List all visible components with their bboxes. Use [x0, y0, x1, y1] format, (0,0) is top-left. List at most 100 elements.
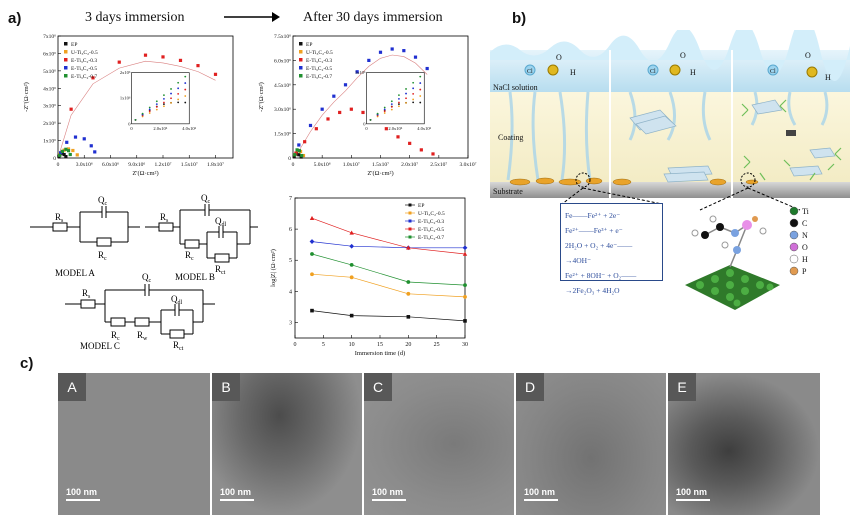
data-point — [62, 152, 66, 157]
h2o-label-1: H — [570, 68, 576, 77]
inset-point — [170, 101, 172, 104]
inset-point — [405, 101, 407, 104]
legend-entry: E-Ti₃C₂-0.3 — [71, 58, 97, 64]
data-point — [297, 149, 302, 153]
legend-marker — [64, 50, 68, 54]
model-a-name: MODEL A — [55, 268, 95, 278]
data-point — [406, 291, 411, 296]
data-point — [66, 149, 71, 153]
inset-y-tick: 0 — [128, 121, 131, 126]
y-tick-label: 2x10⁶ — [43, 121, 56, 127]
data-point — [419, 148, 423, 152]
legend-marker — [64, 66, 68, 70]
svg-text:Qc: Qc — [142, 272, 152, 284]
scale-bar-c: 100 nm — [372, 487, 406, 501]
legend-marker — [408, 227, 412, 231]
data-point — [82, 137, 86, 141]
svg-text:Rs: Rs — [82, 288, 91, 300]
x-tick-label: 0 — [294, 342, 297, 348]
data-point — [463, 295, 467, 299]
inset-point — [184, 82, 187, 84]
inset-point — [398, 101, 400, 104]
inset-point — [412, 87, 415, 90]
x-tick-label: 1.2x10⁷ — [154, 162, 171, 168]
inset-y-tick: 2x10⁶ — [120, 70, 131, 75]
legend-entry: EP — [418, 203, 424, 209]
reaction-equations-box: Fe——Fe²⁺ + 2e⁻ Fe²⁺——Fe³⁺ + e⁻ 2H₂O + O₂… — [560, 203, 663, 295]
sub-c: c — [117, 336, 120, 342]
inset-point — [155, 108, 158, 111]
data-point — [178, 58, 183, 62]
y-tick-label: 7 — [289, 196, 292, 202]
legend-marker — [299, 58, 303, 62]
scale-bar-e: 100 nm — [676, 487, 710, 501]
data-point — [462, 251, 468, 256]
data-point — [143, 53, 148, 57]
fit-curve — [57, 60, 216, 159]
atom-c-icon — [789, 218, 799, 228]
sem-label-e: E — [668, 373, 696, 401]
sem-image-c: C 100 nm — [364, 373, 514, 515]
panel-c-letter: c) — [20, 355, 34, 372]
inset-y-tick: 1x10⁶ — [355, 70, 366, 75]
arrow-right-icon — [224, 12, 280, 22]
y-tick-label: 4 — [289, 289, 292, 295]
sem-image-e: E 100 nm — [668, 373, 820, 515]
inset-point — [419, 75, 422, 78]
model-b-rct: R — [215, 264, 221, 274]
legend-marker — [408, 235, 412, 239]
scale-text: 100 nm — [220, 487, 252, 497]
sub-ct: ct — [179, 346, 184, 352]
y-tick-label: 6 — [289, 227, 292, 233]
inset-point — [184, 95, 187, 97]
series-line — [311, 310, 466, 322]
data-point — [309, 215, 315, 221]
data-point — [349, 275, 354, 280]
cl-label-3: Cl — [770, 69, 776, 75]
x-tick-label: 1.5x10⁷ — [181, 162, 198, 168]
inset-point — [184, 75, 187, 78]
atom-o-icon — [789, 242, 799, 252]
inset-x-tick: 0 — [365, 126, 368, 131]
data-point — [310, 272, 314, 277]
y-tick-label: 7.5x10⁶ — [274, 34, 291, 40]
data-point — [308, 123, 313, 128]
x-tick-label: 10 — [349, 342, 355, 348]
data-point — [408, 141, 412, 145]
y-tick-label: 4x10⁶ — [43, 86, 56, 92]
data-point — [58, 153, 62, 157]
data-point — [297, 143, 301, 147]
x-tick-label: 3.0x10⁷ — [459, 162, 476, 168]
data-point — [355, 70, 359, 74]
atom-h-icon — [789, 254, 799, 264]
inset-point — [383, 106, 386, 109]
inset-point — [148, 108, 151, 111]
inset-point — [412, 92, 415, 95]
inset-point — [148, 106, 151, 109]
logz-chart: 0 5 10 15 20 25 30 3 4 5 6 7 Immersion time (d) log|Z… — [270, 196, 468, 357]
scale-bar-b: 100 nm — [220, 487, 254, 501]
o2-label-1: O — [556, 53, 562, 62]
inset-point — [398, 105, 400, 108]
inset-x-tick: 2.0x10⁶ — [153, 126, 167, 131]
data-point — [293, 153, 297, 157]
legend-entry: EP — [71, 42, 77, 48]
data-point — [326, 117, 330, 121]
inset-x-tick: 4.0x10⁶ — [417, 126, 431, 131]
data-point — [396, 135, 400, 139]
atom-legend-label: P — [802, 267, 807, 276]
data-point — [71, 148, 75, 153]
header-30-days: After 30 days immersion — [303, 10, 443, 25]
data-point — [196, 64, 200, 68]
x-tick-label: 1.0x10⁷ — [343, 162, 360, 168]
svg-text:Qc: Qc — [201, 193, 211, 205]
data-point — [402, 49, 406, 53]
inset-point — [177, 101, 180, 104]
x-tick-label: 30 — [462, 342, 468, 348]
data-point — [332, 94, 336, 98]
data-point — [406, 280, 411, 284]
model-c-rc: R — [111, 330, 117, 340]
inset-x-tick: 4.0x10⁶ — [182, 126, 196, 131]
inset-point — [419, 88, 422, 91]
y-tick-label: 6x10⁶ — [43, 51, 56, 57]
